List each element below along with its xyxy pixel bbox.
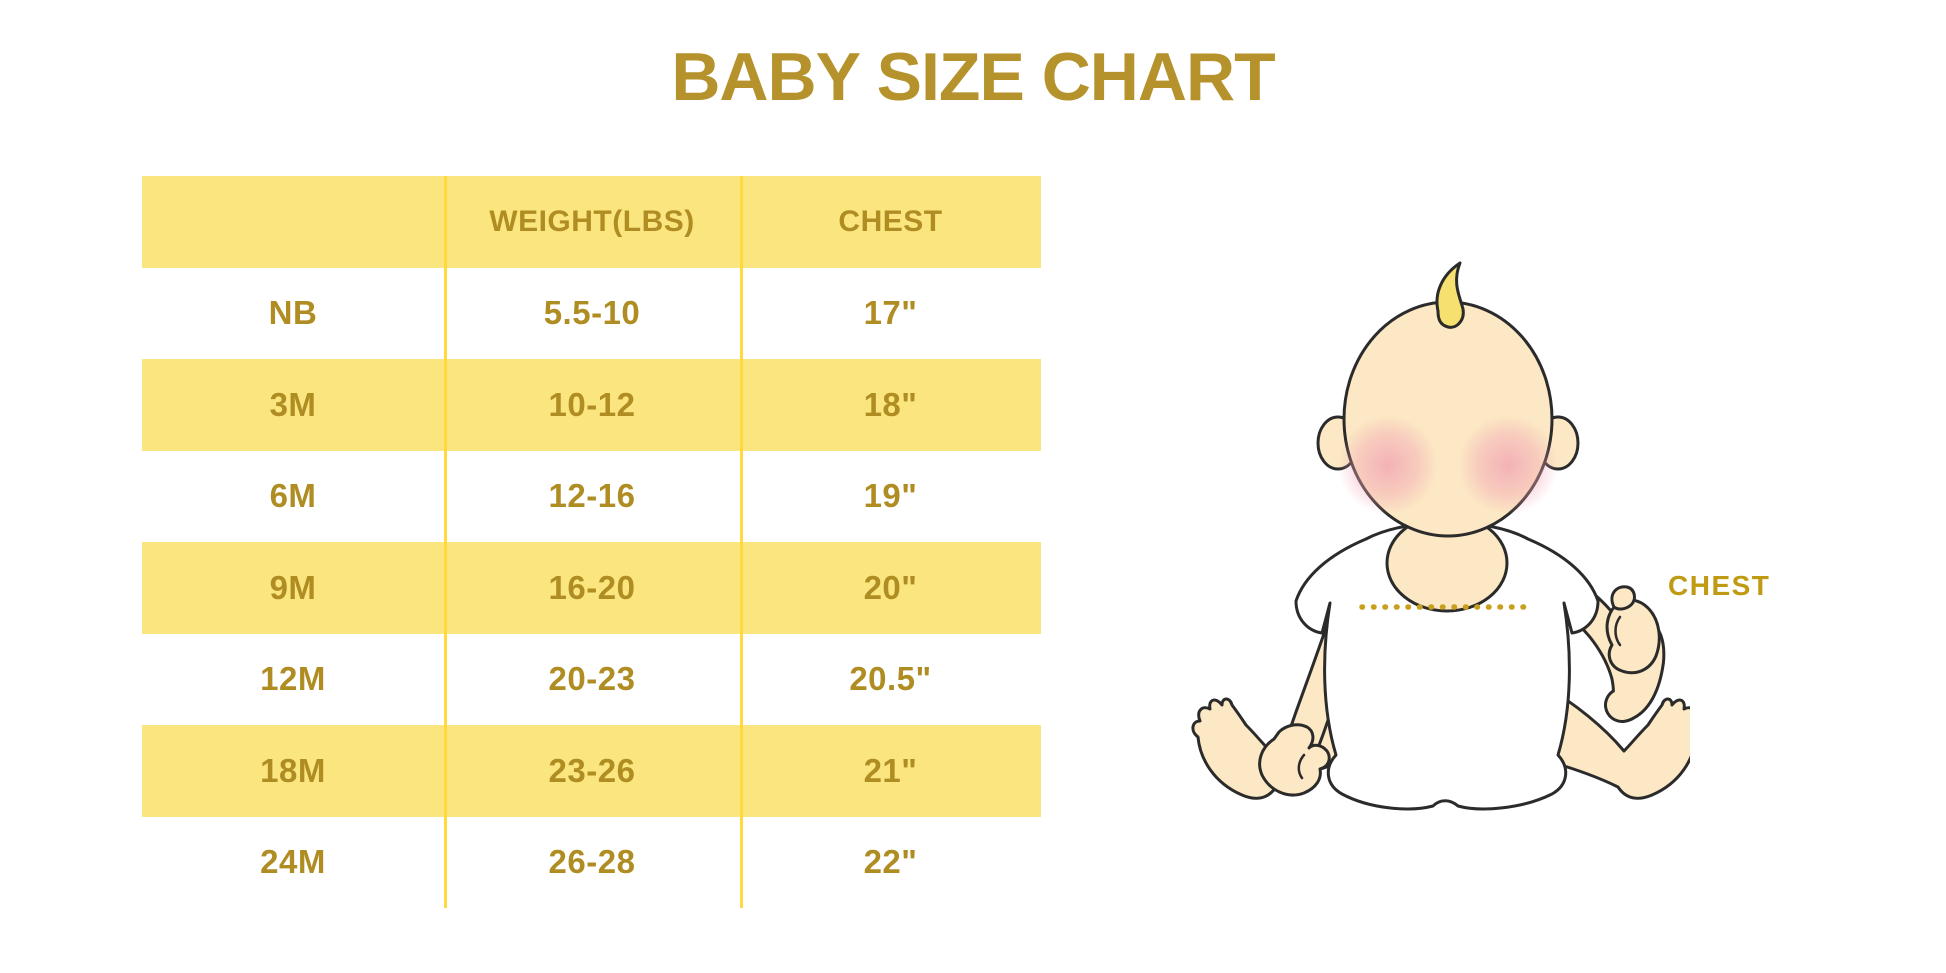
header-cell-weight: WEIGHT(LBS): [489, 204, 695, 238]
cell-weight: 12-16: [548, 477, 636, 515]
cell-weight: 5.5-10: [543, 294, 641, 332]
baby-blush-cheeks: [1338, 415, 1558, 515]
cell-chest: 22": [863, 843, 918, 881]
table-row-6M: 6M 12-16 19": [142, 451, 1041, 543]
cell-chest: 19": [863, 477, 918, 515]
cell-size: 9M: [269, 568, 317, 606]
cell-size: 18M: [260, 751, 326, 789]
table-header-row: WEIGHT(LBS) CHEST: [142, 176, 1041, 268]
table-row-9M: 9M 16-20 20": [142, 542, 1041, 634]
cell-weight: 10-12: [548, 385, 636, 423]
baby-hair-tuft: [1435, 261, 1465, 329]
cell-chest: 17": [863, 294, 918, 332]
table-row-3M: 3M 10-12 18": [142, 359, 1041, 451]
table-row-12M: 12M 20-23 20.5": [142, 634, 1041, 726]
page-title: BABY SIZE CHART: [671, 39, 1275, 115]
baby-svg: [1191, 261, 1703, 811]
baby-right-fist: [1605, 585, 1661, 675]
cell-chest: 20": [863, 568, 918, 606]
cell-size: 24M: [260, 843, 326, 881]
cell-size: NB: [268, 294, 318, 332]
table-row-24M: 24M 26-28 22": [142, 817, 1041, 909]
cell-size: 3M: [269, 385, 317, 423]
baby-onesie: [1294, 521, 1600, 811]
cell-chest: 21": [863, 751, 918, 789]
cell-weight: 16-20: [548, 568, 636, 606]
cell-size: 6M: [269, 477, 317, 515]
table-row-18M: 18M 23-26 21": [142, 725, 1041, 817]
cell-size: 12M: [260, 660, 326, 698]
cell-chest: 18": [863, 385, 918, 423]
cell-chest: 20.5": [849, 660, 932, 698]
baby-left-hand: [1258, 723, 1331, 797]
cell-weight: 23-26: [548, 751, 636, 789]
cell-weight: 20-23: [548, 660, 636, 698]
header-cell-chest: CHEST: [838, 204, 943, 238]
table-body: NB 5.5-10 17" 3M 10-12 18" 6M 12-16 19" 9M 16-20 20…: [142, 268, 1041, 909]
header-cell-size: [142, 176, 444, 268]
baby-illustration: [1170, 253, 1703, 813]
table-row-NB: NB 5.5-10 17": [142, 268, 1041, 360]
cell-weight: 26-28: [548, 843, 636, 881]
column-divider-2: [740, 176, 743, 908]
chest-measurement-label: CHEST: [1668, 570, 1771, 601]
size-table: WEIGHT(LBS) CHEST NB 5.5-10 17" 3M 10-12 18" 6…: [142, 176, 1041, 908]
column-divider-1: [444, 176, 447, 908]
